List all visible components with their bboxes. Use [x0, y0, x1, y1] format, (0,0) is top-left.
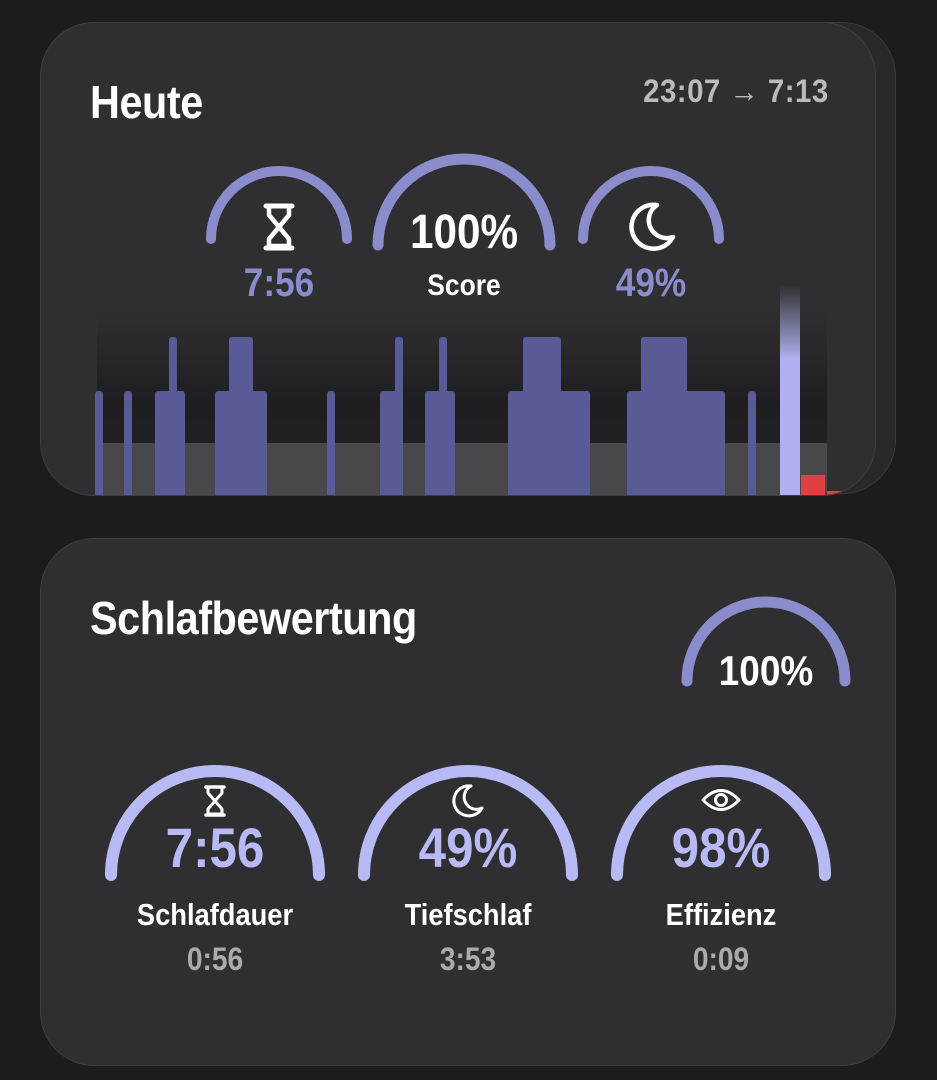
- metric-efficiency-arc: [611, 765, 831, 881]
- metric-sub: 0:09: [692, 941, 750, 977]
- score-gauge-arc: [372, 153, 556, 251]
- metric-value: 98%: [671, 816, 771, 879]
- sleep-bars: [95, 337, 756, 495]
- metric-duration-arc: [105, 765, 325, 881]
- hourglass-icon: [261, 203, 297, 251]
- sleep-phase-chart: [95, 285, 845, 495]
- sleep-bar: [229, 337, 253, 495]
- rating-title: Schlafbewertung: [90, 592, 417, 644]
- eye-icon: [701, 787, 741, 813]
- metric-label: Schlafdauer: [136, 897, 294, 932]
- today-title: Heute: [90, 76, 203, 128]
- metric-sub: 3:53: [439, 941, 497, 977]
- awake-marker: [780, 285, 800, 495]
- metric-deep-sleep[interactable]: 49% Tiefschlaf 3:53: [358, 757, 578, 987]
- overall-gauge-arc: [681, 596, 851, 687]
- score-gauge[interactable]: 100% Score: [371, 139, 557, 319]
- sleep-bar: [395, 337, 403, 495]
- metric-duration[interactable]: 7:56 Schlafdauer 0:56: [105, 757, 325, 987]
- sleep-bar: [169, 337, 177, 495]
- score-value: 100%: [409, 206, 519, 259]
- metric-value: 49%: [418, 816, 518, 879]
- sleep-bar: [327, 391, 335, 495]
- sleep-bar: [124, 391, 132, 495]
- overall-value: 100%: [718, 647, 814, 694]
- sleep-rating-card[interactable]: Schlafbewertung 100% 7:56 Schlafdauer 0:…: [40, 538, 896, 1066]
- deep-sleep-gauge[interactable]: 49%: [577, 153, 725, 313]
- sleep-bar: [439, 337, 447, 495]
- duration-value: 7:56: [243, 261, 315, 305]
- sleep-bar: [641, 337, 687, 495]
- sleep-bar: [523, 337, 561, 495]
- alert-marker: [801, 475, 825, 495]
- metric-sub: 0:56: [186, 941, 244, 977]
- metric-deep-sleep-arc: [358, 765, 578, 881]
- metric-efficiency[interactable]: 98% Effizienz 0:09: [611, 757, 831, 987]
- time-range: 23:07 → 7:13: [643, 73, 829, 109]
- sleep-bar: [95, 391, 103, 495]
- moon-icon: [627, 201, 676, 253]
- moon-icon: [450, 783, 484, 819]
- duration-gauge[interactable]: 7:56: [205, 153, 353, 313]
- deep-sleep-value: 49%: [615, 261, 687, 305]
- alert-marker-small: [827, 491, 845, 495]
- metric-value: 7:56: [165, 816, 265, 879]
- sleep-bar: [748, 391, 756, 495]
- score-label: Score: [427, 269, 501, 302]
- duration-gauge-arc: [206, 166, 352, 244]
- today-card[interactable]: Heute 23:07 → 7:13 7:56 100% Score: [40, 22, 876, 496]
- hourglass-icon: [203, 785, 227, 817]
- metric-label: Tiefschlaf: [404, 897, 532, 932]
- deep-sleep-gauge-arc: [578, 166, 724, 244]
- overall-gauge[interactable]: 100%: [681, 583, 851, 703]
- metric-label: Effizienz: [665, 897, 777, 932]
